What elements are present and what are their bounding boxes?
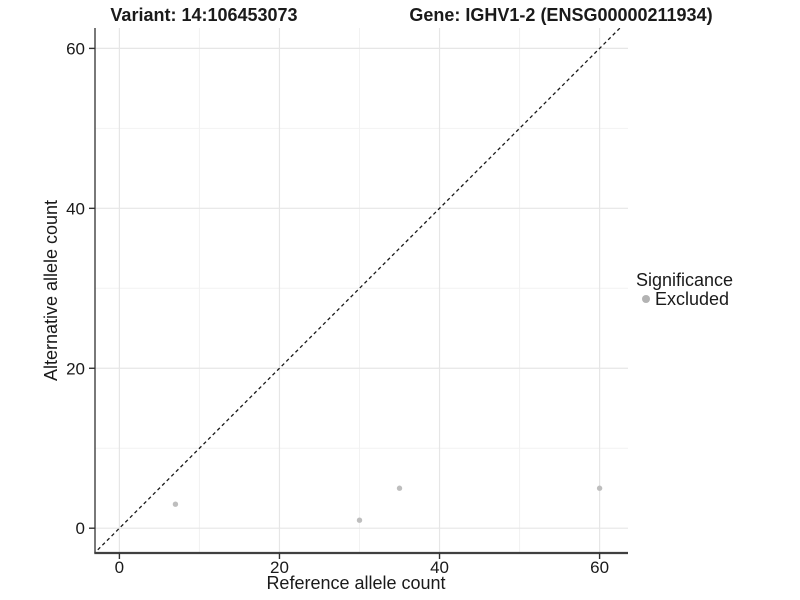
legend-key-dot-icon xyxy=(642,295,650,303)
plot-title-variant: Variant: 14:106453073 xyxy=(110,5,297,25)
data-points xyxy=(172,485,603,523)
y-tick-label-20: 20 xyxy=(66,359,85,378)
point-excluded-60-5 xyxy=(596,485,603,491)
y-tick-label-40: 40 xyxy=(66,199,85,218)
x-tick-label-60: 60 xyxy=(590,558,609,577)
point-excluded-30-1 xyxy=(356,517,363,523)
y-axis-title: Alternative allele count xyxy=(41,200,61,381)
y-tick-label-0: 0 xyxy=(76,519,85,538)
point-excluded-35-5 xyxy=(396,485,403,491)
minor-gridlines xyxy=(95,28,628,553)
axis-tick-labels: 0 20 40 60 0 20 40 60 xyxy=(66,39,609,577)
major-gridlines xyxy=(95,28,628,553)
x-tick-label-40: 40 xyxy=(430,558,449,577)
point-excluded-7-3 xyxy=(172,501,179,507)
legend-title: Significance xyxy=(636,270,733,290)
x-tick-label-20: 20 xyxy=(270,558,289,577)
y-tick-label-60: 60 xyxy=(66,39,85,58)
x-tick-label-0: 0 xyxy=(115,558,124,577)
plot-title-gene: Gene: IGHV1-2 (ENSG00000211934) xyxy=(409,5,712,25)
legend: Significance Excluded xyxy=(636,270,733,309)
x-axis-title: Reference allele count xyxy=(266,573,445,593)
legend-item-label: Excluded xyxy=(655,289,729,309)
axis-tick-marks xyxy=(89,47,601,559)
